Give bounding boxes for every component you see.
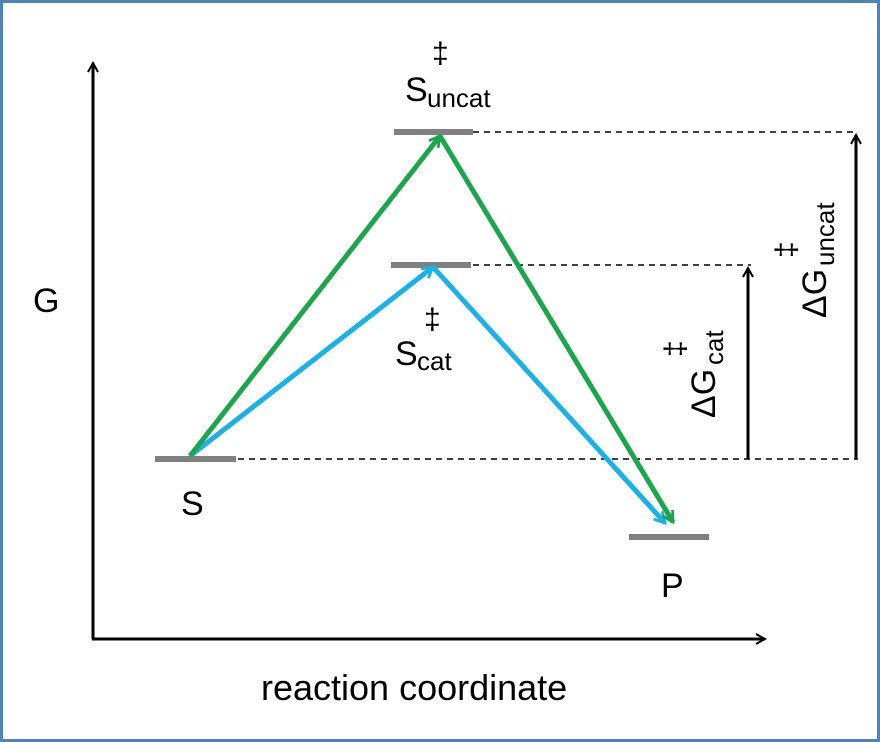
ts-uncat-sup: ‡ bbox=[432, 37, 449, 70]
ts-cat-sub: cat bbox=[417, 346, 452, 376]
ts-cat-label: S cat ‡ bbox=[395, 303, 452, 376]
catalyzed-path-up-arrow bbox=[188, 265, 433, 458]
ts-uncat-sub: uncat bbox=[427, 83, 491, 113]
ts-cat-base: S bbox=[395, 335, 418, 373]
ts-uncat-base: S bbox=[405, 71, 428, 109]
uncatalyzed-path-down-arrow bbox=[437, 134, 676, 522]
dg-cat-delta: ΔG bbox=[685, 369, 723, 418]
dg-uncat-delta: ΔG bbox=[796, 269, 834, 318]
substrate-label: S bbox=[181, 485, 204, 523]
x-axis-label: reaction coordinate bbox=[261, 667, 567, 708]
dg-uncat-sup: ‡ bbox=[770, 241, 803, 258]
dg-cat-label: ΔG cat ‡ bbox=[659, 330, 729, 418]
catalyzed-path-down-arrow bbox=[431, 265, 665, 523]
energy-diagram: G reaction coordinate S P S uncat ‡ S ca… bbox=[33, 37, 877, 708]
dg-cat-sub: cat bbox=[699, 330, 729, 365]
ts-cat-sup: ‡ bbox=[424, 303, 441, 336]
dg-uncat-sub: uncat bbox=[810, 202, 840, 266]
dg-uncat-label: ΔG uncat ‡ bbox=[770, 202, 840, 318]
product-label: P bbox=[661, 567, 684, 605]
ts-uncat-label: S uncat ‡ bbox=[405, 37, 491, 113]
y-axis-label: G bbox=[33, 282, 59, 320]
uncatalyzed-path-up-arrow bbox=[188, 136, 442, 458]
dg-cat-sup: ‡ bbox=[659, 340, 692, 357]
